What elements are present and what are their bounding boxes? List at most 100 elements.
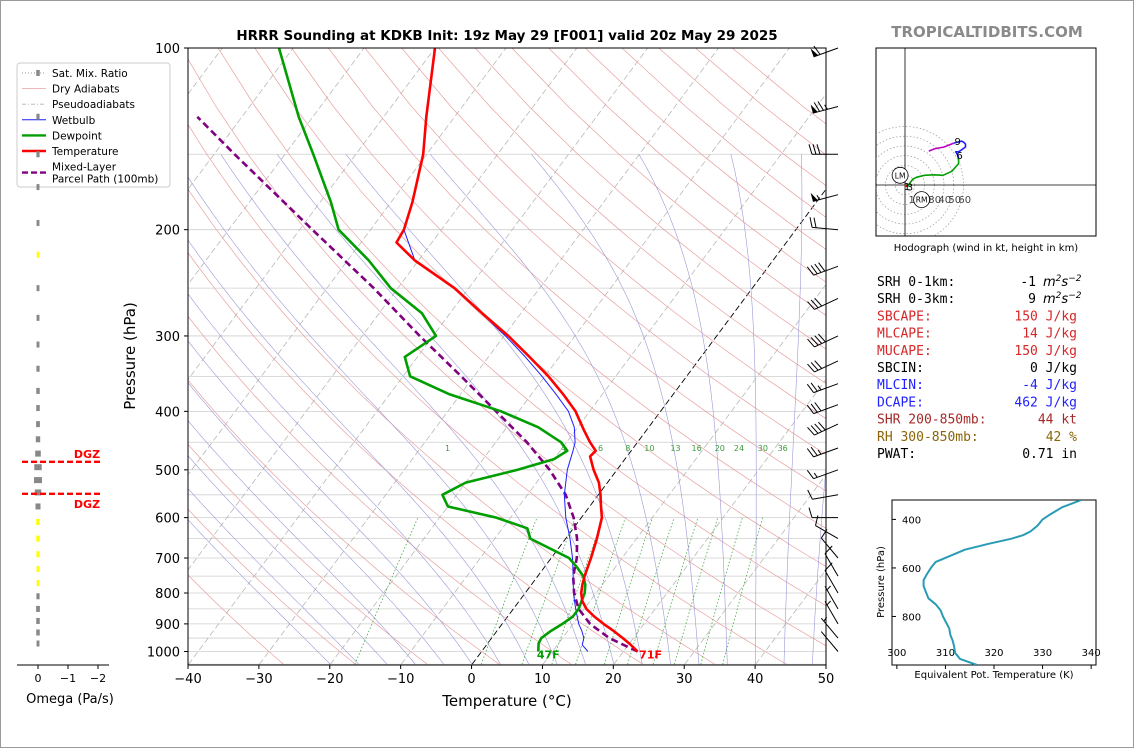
wind-barb (809, 217, 839, 231)
dry-adiabat (188, 315, 572, 665)
barb-staff (813, 404, 839, 415)
isotherm-line (188, 48, 294, 190)
x-tick-label: −30 (245, 672, 272, 687)
surface-temperature-label: 71F (639, 649, 662, 662)
omega-bar (36, 518, 40, 525)
hodograph-height-label: 6 (956, 151, 962, 162)
mixing-ratio-line (674, 517, 719, 665)
dry-adiabat (217, 48, 826, 607)
wind-barb (824, 562, 839, 594)
dry-adiabat (438, 48, 826, 384)
theta-x-tick-label: 340 (1082, 648, 1101, 659)
barb-full (817, 101, 824, 111)
wind-barb (824, 600, 839, 625)
isotherm-line (0, 48, 10, 664)
unit-sup: 2 (1056, 291, 1062, 301)
y-tick-label: 200 (155, 224, 180, 239)
mixing-ratio-label: 24 (734, 444, 744, 453)
surface-dewpoint-label: 47F (537, 649, 560, 662)
dry-adiabat (188, 252, 644, 665)
mixing-ratio-line (521, 517, 576, 665)
wind-barbs (806, 45, 839, 652)
wind-barb (807, 333, 839, 348)
barb-full (810, 337, 819, 346)
legend-label: Dewpoint (52, 130, 102, 142)
dry-adiabat (188, 58, 826, 647)
unit-base: s (1061, 292, 1068, 307)
barb-staff (814, 360, 839, 373)
index-value: 9 (1028, 292, 1036, 307)
isotherm-line (188, 48, 648, 665)
skew-t-ylabel: Pressure (hPa) (121, 302, 139, 410)
omega-tick-label: −1 (60, 672, 76, 685)
omega-bar (36, 220, 40, 227)
mixing-ratio-label: 13 (670, 444, 680, 453)
mixing-ratio-line (480, 517, 538, 665)
isotherm-line (259, 48, 719, 665)
pseudoadiabat (188, 340, 473, 665)
barb-half (824, 104, 828, 110)
omega-bar (36, 387, 40, 394)
index-value: 462 J/kg (1014, 395, 1077, 410)
barb-half (826, 600, 831, 606)
omega-bar (36, 285, 40, 292)
isotherm-line (684, 474, 826, 665)
storm-motion-label: RM (916, 196, 928, 205)
barb-full (814, 335, 823, 344)
mixing-ratio-line (575, 517, 626, 665)
omega-bar (36, 314, 40, 321)
omega-bar (35, 436, 41, 443)
theta-y-tick-label: 800 (902, 612, 921, 623)
skew-t-background-lines (0, 48, 826, 665)
barb-full (824, 562, 833, 571)
barb-full (820, 529, 828, 539)
index-label: SBCIN: (877, 361, 924, 376)
isotherm-line (400, 93, 826, 665)
barb-staff (820, 617, 839, 639)
index-label: RH 300-850mb: (877, 430, 979, 445)
index-label: MUCAPE: (877, 344, 932, 359)
omega-bar (35, 503, 41, 510)
index-label: MLCAPE: (877, 327, 932, 342)
x-tick-label: −20 (316, 672, 343, 687)
omega-bar (34, 464, 42, 471)
pseudoadiabat (730, 154, 757, 665)
barb-full (806, 469, 815, 479)
hodograph-height-label: 3 (907, 183, 913, 194)
y-tick-label: 400 (155, 405, 180, 420)
barb-staff (820, 631, 839, 652)
barb-staff (812, 194, 839, 202)
y-tick-label: 500 (155, 464, 180, 479)
dry-adiabat (511, 48, 826, 316)
index-unit: m2s−2 (1043, 274, 1082, 290)
chart-title: HRRR Sounding at KDKB Init: 19z May 29 [… (236, 28, 777, 44)
barb-full (809, 217, 813, 228)
wind-barb (806, 446, 839, 458)
theta-e-ylabel: Pressure (hPa) (876, 546, 887, 618)
index-label: PWAT: (877, 447, 916, 462)
pseudoadiabat (188, 293, 501, 665)
barb-full (814, 263, 822, 273)
pseudoadiabat (188, 420, 416, 665)
barb-full (824, 545, 833, 554)
barb-half (817, 385, 822, 391)
barb-full (810, 382, 818, 392)
index-label: DCAPE: (877, 395, 924, 410)
theta-e-line (922, 500, 1082, 665)
legend-label: Mixed-Layer (52, 162, 117, 174)
omega-bar (36, 151, 40, 158)
wind-barb (807, 421, 839, 436)
index-value: 0.71 in (1022, 447, 1077, 462)
dry-adiabat (188, 188, 716, 665)
barb-staff (812, 226, 839, 231)
mixing-ratio-label: 1 (445, 444, 450, 453)
mixing-ratio-label: 30 (758, 444, 768, 453)
pseudoadiabat (531, 154, 700, 665)
omega-bar (36, 579, 40, 586)
barb-half (816, 194, 821, 200)
barb-full (813, 45, 821, 55)
hodograph-height-label: 9 (955, 137, 961, 148)
dry-adiabat (188, 379, 500, 665)
barb-full (816, 144, 821, 155)
wind-barb (810, 45, 839, 58)
